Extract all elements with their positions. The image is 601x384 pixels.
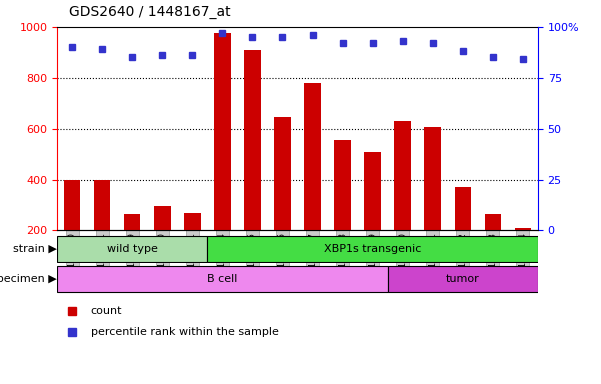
Bar — [57, 236, 207, 262]
Bar — [244, 50, 261, 230]
Bar — [274, 117, 291, 230]
Text: wild type: wild type — [107, 243, 157, 254]
Bar — [424, 127, 441, 230]
Bar — [214, 33, 231, 230]
Bar — [94, 180, 111, 230]
Bar — [484, 214, 501, 230]
Text: strain ▶: strain ▶ — [13, 243, 57, 254]
Bar — [514, 228, 531, 230]
Bar — [304, 83, 321, 230]
Bar — [154, 206, 171, 230]
Text: specimen ▶: specimen ▶ — [0, 274, 57, 285]
Text: percentile rank within the sample: percentile rank within the sample — [91, 327, 279, 337]
Bar — [207, 236, 538, 262]
Bar — [57, 266, 388, 292]
Bar — [364, 152, 381, 230]
Text: GDS2640 / 1448167_at: GDS2640 / 1448167_at — [69, 5, 231, 19]
Bar — [334, 140, 351, 230]
Bar — [124, 214, 141, 230]
Text: count: count — [91, 306, 122, 316]
Bar — [394, 121, 411, 230]
Bar — [184, 213, 201, 230]
Bar — [64, 180, 81, 230]
Text: tumor: tumor — [446, 274, 480, 285]
Text: XBP1s transgenic: XBP1s transgenic — [324, 243, 421, 254]
Text: B cell: B cell — [207, 274, 237, 285]
Bar — [454, 187, 471, 230]
Bar — [388, 266, 538, 292]
